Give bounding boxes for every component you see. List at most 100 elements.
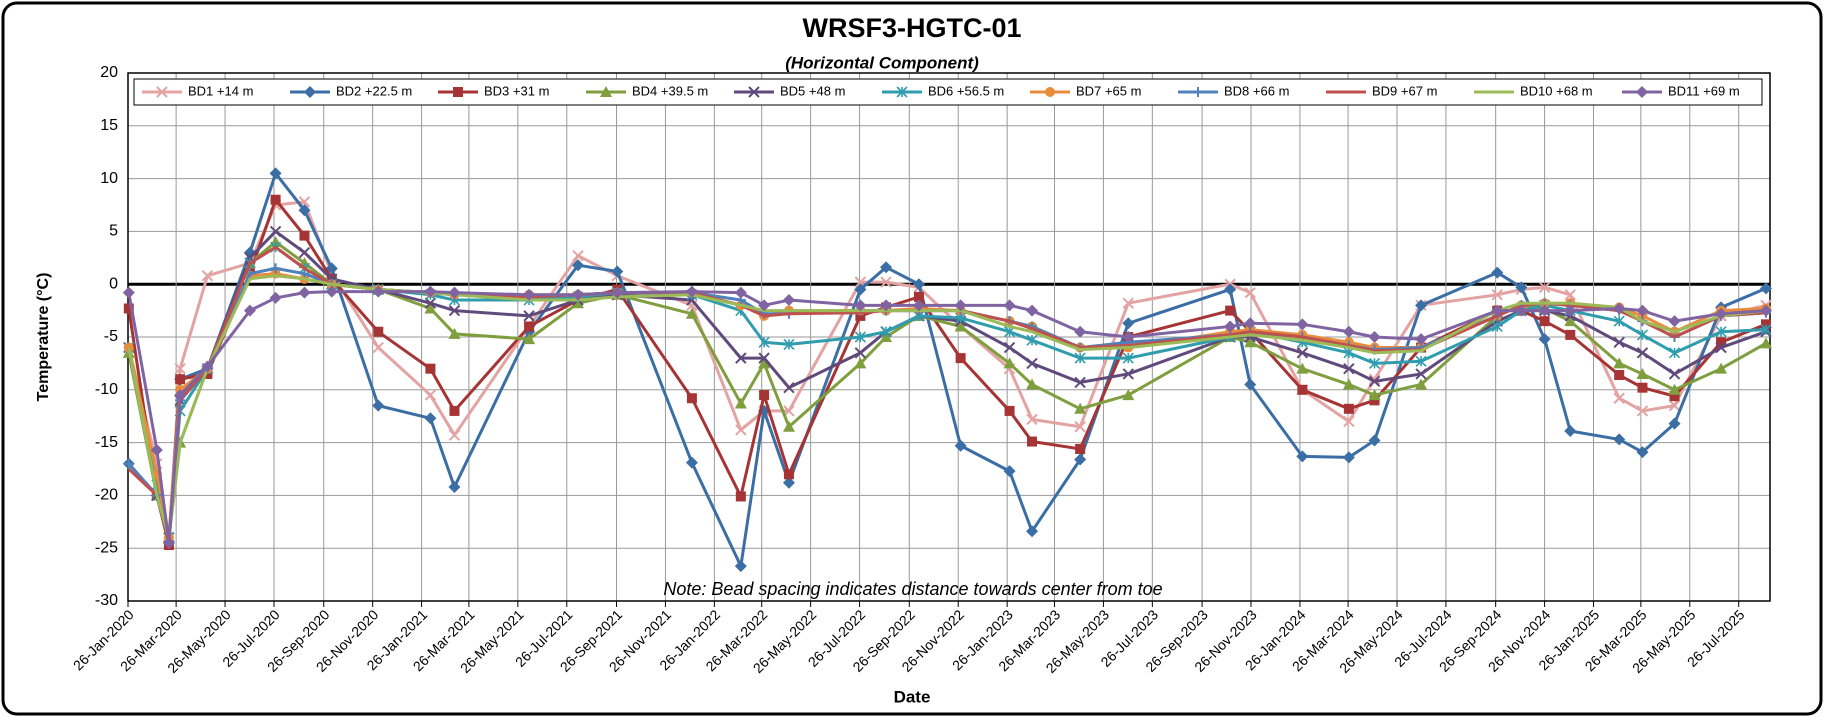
marker (1613, 357, 1626, 369)
legend-label: BD3 +31 m (484, 83, 549, 98)
marker (734, 560, 747, 573)
marker (1538, 304, 1551, 317)
marker (1564, 304, 1577, 317)
marker (1636, 405, 1649, 417)
marker (424, 297, 437, 309)
y-tick-label: 10 (100, 170, 118, 187)
legend-label: BD2 +22.5 m (336, 83, 412, 98)
marker (1613, 302, 1626, 315)
marker (1369, 395, 1380, 406)
marker (123, 303, 134, 314)
marker (1614, 370, 1625, 381)
marker (448, 429, 461, 441)
marker (1759, 282, 1772, 295)
marker (1122, 352, 1134, 364)
marker (1538, 281, 1551, 294)
marker (1539, 316, 1550, 327)
marker (854, 331, 866, 343)
marker (269, 291, 282, 304)
marker (1636, 367, 1649, 379)
legend-label: BD11 +69 m (1668, 83, 1740, 98)
marker (1636, 329, 1649, 341)
marker (685, 285, 698, 298)
marker (782, 420, 795, 432)
marker (1491, 266, 1504, 279)
marker (1244, 378, 1257, 391)
marker (782, 476, 795, 489)
marker (1342, 378, 1355, 390)
series-line (127, 274, 1767, 540)
marker (448, 286, 461, 299)
series (127, 274, 1767, 540)
legend-label: BD5 +48 m (780, 83, 845, 98)
marker (1613, 433, 1626, 446)
marker (523, 333, 536, 345)
y-tick-label: -5 (104, 328, 118, 345)
marker (611, 265, 624, 278)
marker (1715, 362, 1728, 374)
marker (174, 389, 187, 402)
marker (424, 412, 437, 425)
marker (1759, 337, 1772, 349)
y-tick-label: 15 (100, 117, 118, 134)
marker (524, 321, 535, 332)
legend-label: BD6 +56.5 m (928, 83, 1004, 98)
marker (854, 299, 867, 312)
marker (1491, 289, 1503, 301)
marker (453, 87, 463, 97)
marker (1515, 304, 1528, 317)
legend: BD1 +14 m BD2 +22.5 m BD3 +31 m BD4 +39.5 m… (133, 78, 1763, 106)
marker (1122, 317, 1135, 330)
y-tick-label: 5 (109, 223, 118, 240)
marker (1296, 347, 1309, 359)
marker (243, 304, 256, 317)
marker (424, 285, 437, 298)
marker (1760, 319, 1771, 330)
marker (572, 288, 585, 301)
marker (156, 86, 168, 98)
marker (1368, 357, 1381, 369)
marker (269, 167, 282, 180)
marker (1343, 415, 1355, 428)
series (122, 285, 1772, 549)
marker (880, 261, 893, 274)
marker (1668, 399, 1681, 412)
marker (572, 297, 585, 309)
marker (685, 456, 698, 469)
marker (1026, 357, 1038, 370)
marker (372, 341, 384, 354)
marker (1343, 403, 1354, 414)
marker (1415, 378, 1428, 390)
marker (896, 86, 908, 98)
chart-subtitle: (Horizontal Component) (785, 53, 979, 72)
marker (611, 286, 624, 299)
marker (1004, 405, 1015, 416)
marker (1296, 318, 1309, 331)
marker (1003, 299, 1016, 312)
marker (1368, 434, 1381, 447)
marker (1074, 421, 1086, 433)
marker (299, 268, 310, 279)
marker (202, 368, 213, 379)
marker (1415, 299, 1428, 312)
marker (372, 285, 385, 298)
legend-label: BD9 +67 m (1372, 83, 1437, 98)
marker (270, 194, 281, 205)
marker (1074, 453, 1087, 466)
marker (523, 288, 536, 301)
marker (201, 270, 214, 282)
x-axis-label: Date (894, 687, 931, 706)
marker (954, 320, 967, 332)
marker (298, 246, 311, 259)
y-tick-label: -30 (95, 592, 118, 609)
marker (1613, 336, 1625, 348)
chart-title: WRSF3-HGTC-01 (802, 13, 1021, 43)
marker (1637, 382, 1648, 393)
marker (1491, 320, 1503, 333)
marker (758, 352, 770, 364)
marker (449, 405, 460, 416)
marker (298, 204, 311, 217)
marker (174, 362, 186, 375)
marker (1074, 325, 1087, 338)
